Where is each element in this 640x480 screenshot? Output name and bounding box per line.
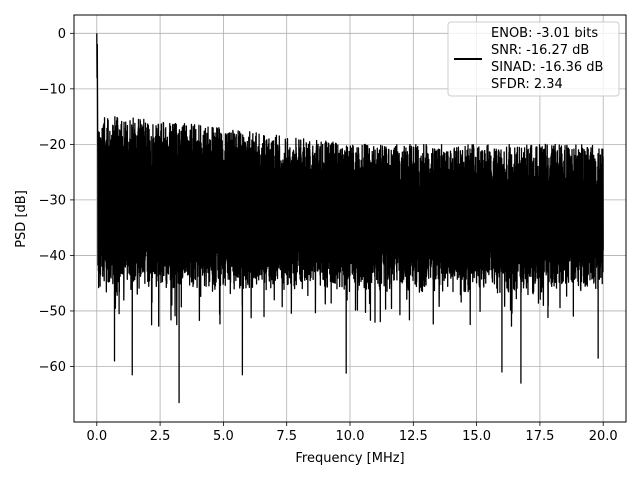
y-tick-label: −10 bbox=[39, 82, 66, 97]
legend-box bbox=[447, 21, 620, 97]
x-tick-label: 20.0 bbox=[589, 429, 618, 444]
x-tick-label: 12.5 bbox=[399, 429, 428, 444]
x-tick-label: 15.0 bbox=[462, 429, 491, 444]
y-tick-label: −30 bbox=[39, 193, 66, 208]
x-tick-label: 7.5 bbox=[276, 429, 297, 444]
y-tick-label: −20 bbox=[39, 138, 66, 153]
y-axis-label: PSD [dB] bbox=[14, 190, 29, 248]
y-axis-ticks: 0 −10 −20 −30 −40 −50 −60 bbox=[39, 27, 74, 375]
y-tick-label: −40 bbox=[39, 249, 66, 264]
plot-area bbox=[96, 33, 604, 404]
legend-line-sinad: SINAD: -16.36 dB bbox=[491, 60, 603, 75]
legend: ENOB: -3.01 bits SNR: -16.27 dB SINAD: -… bbox=[447, 21, 620, 97]
legend-line-sfdr: SFDR: 2.34 bbox=[491, 77, 563, 92]
y-tick-label: −50 bbox=[39, 304, 66, 319]
x-axis-label: Frequency [MHz] bbox=[295, 451, 404, 466]
x-tick-label: 17.5 bbox=[525, 429, 554, 444]
y-tick-label: −60 bbox=[39, 360, 66, 375]
x-axis-ticks: 0.0 2.5 5.0 7.5 10.0 12.5 15.0 17.5 20.0 bbox=[86, 422, 618, 444]
series-line-psd bbox=[96, 33, 604, 404]
legend-line-snr: SNR: -16.27 dB bbox=[491, 43, 589, 58]
x-tick-label: 5.0 bbox=[213, 429, 234, 444]
x-tick-label: 10.0 bbox=[336, 429, 365, 444]
y-tick-label: 0 bbox=[58, 27, 66, 42]
legend-line-enob: ENOB: -3.01 bits bbox=[491, 26, 598, 41]
x-tick-label: 0.0 bbox=[86, 429, 107, 444]
x-tick-label: 2.5 bbox=[150, 429, 171, 444]
